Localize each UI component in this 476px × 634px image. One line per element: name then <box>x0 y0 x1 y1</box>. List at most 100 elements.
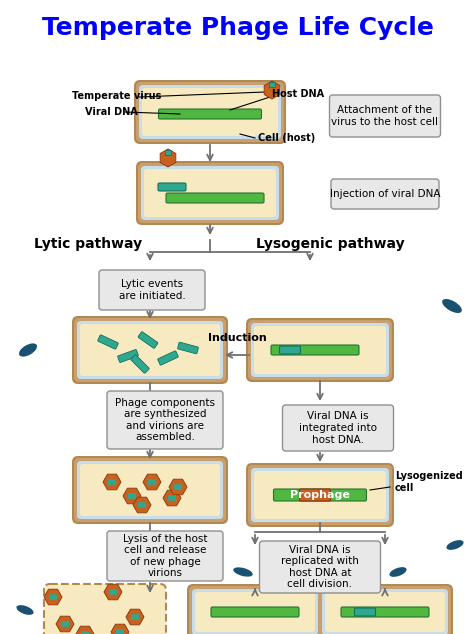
FancyBboxPatch shape <box>138 332 158 348</box>
FancyBboxPatch shape <box>192 589 317 634</box>
FancyBboxPatch shape <box>61 621 69 627</box>
FancyBboxPatch shape <box>148 479 156 485</box>
FancyBboxPatch shape <box>116 630 124 634</box>
Text: Attachment of the
virus to the host cell: Attachment of the virus to the host cell <box>331 105 437 127</box>
FancyBboxPatch shape <box>138 163 281 223</box>
FancyBboxPatch shape <box>253 471 385 519</box>
FancyBboxPatch shape <box>80 464 219 516</box>
Polygon shape <box>143 474 161 490</box>
FancyBboxPatch shape <box>259 541 380 593</box>
FancyBboxPatch shape <box>246 318 393 382</box>
FancyBboxPatch shape <box>166 193 263 203</box>
Polygon shape <box>126 609 144 624</box>
FancyBboxPatch shape <box>321 589 447 634</box>
Ellipse shape <box>233 567 252 577</box>
FancyBboxPatch shape <box>299 489 330 501</box>
FancyBboxPatch shape <box>130 614 139 620</box>
Text: Host DNA: Host DNA <box>271 89 324 99</box>
Polygon shape <box>169 479 187 495</box>
FancyBboxPatch shape <box>99 270 205 310</box>
Ellipse shape <box>446 540 463 550</box>
FancyBboxPatch shape <box>108 479 116 485</box>
FancyBboxPatch shape <box>187 584 322 634</box>
FancyBboxPatch shape <box>318 586 450 634</box>
FancyBboxPatch shape <box>317 584 452 634</box>
FancyBboxPatch shape <box>270 345 358 355</box>
Polygon shape <box>111 624 129 634</box>
Polygon shape <box>56 616 74 632</box>
FancyBboxPatch shape <box>248 320 391 380</box>
Polygon shape <box>163 490 180 506</box>
FancyBboxPatch shape <box>74 318 226 382</box>
FancyBboxPatch shape <box>139 85 280 139</box>
FancyBboxPatch shape <box>329 95 439 137</box>
Polygon shape <box>44 589 62 605</box>
FancyBboxPatch shape <box>118 349 138 363</box>
FancyBboxPatch shape <box>279 346 300 354</box>
Text: Lytic events
are initiated.: Lytic events are initiated. <box>119 279 185 301</box>
Text: Injection of viral DNA: Injection of viral DNA <box>329 189 439 199</box>
Text: Lytic pathway: Lytic pathway <box>34 237 142 251</box>
FancyBboxPatch shape <box>250 323 388 377</box>
FancyBboxPatch shape <box>210 607 298 617</box>
FancyBboxPatch shape <box>330 179 438 209</box>
FancyBboxPatch shape <box>158 183 186 191</box>
FancyBboxPatch shape <box>49 594 57 600</box>
Text: Temperate Phage Life Cycle: Temperate Phage Life Cycle <box>42 16 433 40</box>
Ellipse shape <box>16 605 33 615</box>
FancyBboxPatch shape <box>177 342 198 354</box>
Text: Induction: Induction <box>207 333 266 343</box>
FancyBboxPatch shape <box>98 335 118 349</box>
FancyBboxPatch shape <box>141 166 278 220</box>
FancyBboxPatch shape <box>195 592 314 632</box>
FancyBboxPatch shape <box>107 531 223 581</box>
Text: Viral DNA is
integrated into
host DNA.: Viral DNA is integrated into host DNA. <box>298 411 376 444</box>
FancyBboxPatch shape <box>268 82 275 87</box>
FancyBboxPatch shape <box>324 592 444 632</box>
FancyBboxPatch shape <box>253 326 385 374</box>
Polygon shape <box>103 474 121 490</box>
FancyBboxPatch shape <box>77 461 223 519</box>
Polygon shape <box>133 497 151 513</box>
Text: Viral DNA: Viral DNA <box>85 107 138 117</box>
FancyBboxPatch shape <box>248 465 391 525</box>
FancyBboxPatch shape <box>273 489 366 501</box>
FancyBboxPatch shape <box>74 458 226 522</box>
FancyBboxPatch shape <box>134 80 286 144</box>
Text: Temperate virus: Temperate virus <box>72 91 161 101</box>
FancyBboxPatch shape <box>109 589 117 595</box>
Text: Prophage: Prophage <box>289 490 349 500</box>
FancyBboxPatch shape <box>354 608 375 616</box>
FancyBboxPatch shape <box>136 161 283 225</box>
Text: Viral DNA is
replicated with
host DNA at
cell division.: Viral DNA is replicated with host DNA at… <box>280 545 358 590</box>
FancyBboxPatch shape <box>107 391 223 449</box>
Text: Phage components
are synthesized
and virions are
assembled.: Phage components are synthesized and vir… <box>115 398 215 443</box>
FancyBboxPatch shape <box>158 109 261 119</box>
Polygon shape <box>123 488 141 504</box>
Ellipse shape <box>19 344 37 356</box>
FancyBboxPatch shape <box>282 405 393 451</box>
FancyBboxPatch shape <box>72 316 228 384</box>
Text: Lysogenic pathway: Lysogenic pathway <box>255 237 404 251</box>
Ellipse shape <box>441 299 461 313</box>
FancyBboxPatch shape <box>130 355 149 373</box>
FancyBboxPatch shape <box>250 468 388 522</box>
FancyBboxPatch shape <box>340 607 428 617</box>
FancyBboxPatch shape <box>138 502 146 508</box>
FancyBboxPatch shape <box>165 150 171 155</box>
FancyBboxPatch shape <box>158 351 178 365</box>
Text: Lysis of the host
cell and release
of new phage
virions: Lysis of the host cell and release of ne… <box>122 534 207 578</box>
Ellipse shape <box>388 567 406 577</box>
FancyBboxPatch shape <box>44 584 166 634</box>
Polygon shape <box>76 626 94 634</box>
FancyBboxPatch shape <box>144 169 276 217</box>
FancyBboxPatch shape <box>136 82 283 142</box>
Polygon shape <box>160 149 176 167</box>
FancyBboxPatch shape <box>128 493 136 499</box>
FancyBboxPatch shape <box>246 463 393 527</box>
FancyBboxPatch shape <box>81 631 89 634</box>
FancyBboxPatch shape <box>142 88 278 136</box>
FancyBboxPatch shape <box>188 586 320 634</box>
Polygon shape <box>264 81 279 99</box>
Text: Lysogenized
cell: Lysogenized cell <box>394 471 462 493</box>
